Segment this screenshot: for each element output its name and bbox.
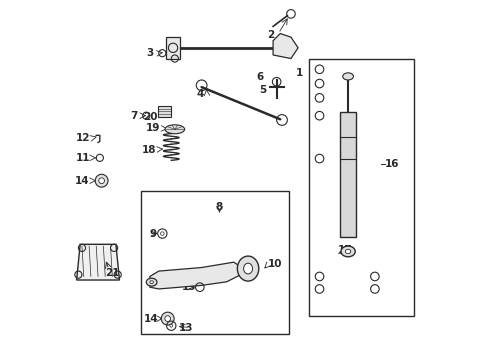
- Text: 4: 4: [196, 89, 203, 99]
- Ellipse shape: [340, 246, 354, 257]
- Bar: [308, 59, 413, 316]
- Text: 11: 11: [75, 153, 90, 163]
- Polygon shape: [77, 244, 119, 280]
- Text: 13: 13: [179, 323, 193, 333]
- Text: 12: 12: [75, 133, 90, 143]
- Ellipse shape: [146, 278, 157, 286]
- Polygon shape: [165, 37, 180, 59]
- Text: 16: 16: [384, 159, 399, 169]
- Polygon shape: [272, 33, 298, 59]
- Circle shape: [95, 174, 108, 187]
- Ellipse shape: [169, 324, 172, 327]
- Text: 19: 19: [146, 123, 160, 133]
- Text: 8: 8: [215, 202, 223, 212]
- Text: 21: 21: [105, 268, 120, 278]
- Ellipse shape: [149, 281, 153, 284]
- Bar: [141, 191, 288, 334]
- Ellipse shape: [237, 256, 258, 281]
- Text: 9: 9: [149, 229, 156, 239]
- Text: 1: 1: [296, 68, 303, 78]
- Text: 17: 17: [337, 245, 351, 255]
- Text: 18: 18: [142, 145, 156, 155]
- Text: 6: 6: [256, 72, 263, 82]
- Circle shape: [99, 178, 104, 184]
- Text: 5: 5: [259, 85, 266, 95]
- Bar: [157, 106, 170, 117]
- Ellipse shape: [345, 249, 350, 253]
- Ellipse shape: [342, 73, 353, 80]
- Text: 2: 2: [267, 30, 274, 40]
- Text: 14: 14: [143, 314, 158, 324]
- Text: 10: 10: [267, 259, 282, 269]
- Ellipse shape: [164, 125, 184, 134]
- Circle shape: [164, 316, 170, 321]
- Ellipse shape: [243, 263, 252, 274]
- Bar: [340, 112, 355, 237]
- Text: 20: 20: [143, 112, 158, 122]
- Text: 15: 15: [182, 282, 196, 292]
- Text: 7: 7: [130, 111, 137, 121]
- Text: 3: 3: [146, 48, 153, 58]
- Ellipse shape: [160, 232, 164, 235]
- Circle shape: [161, 312, 174, 325]
- Text: 14: 14: [75, 176, 90, 186]
- Polygon shape: [149, 262, 244, 289]
